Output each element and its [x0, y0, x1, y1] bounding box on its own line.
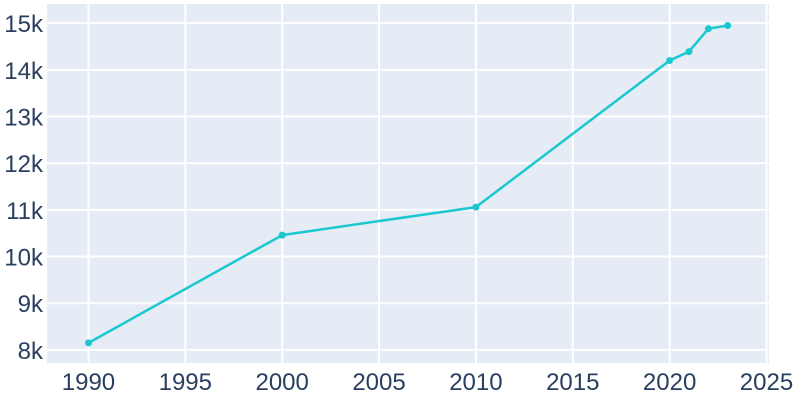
- x-tick-label: 2010: [449, 369, 502, 396]
- x-tick-label: 2000: [255, 369, 308, 396]
- data-point-marker[interactable]: [704, 25, 712, 33]
- data-point-marker[interactable]: [666, 57, 674, 64]
- x-tick-label: 2015: [546, 369, 599, 396]
- plot-area[interactable]: [47, 4, 769, 363]
- data-point-marker[interactable]: [278, 231, 286, 239]
- data-point-marker[interactable]: [85, 339, 92, 347]
- x-tick-label: 2005: [352, 369, 405, 396]
- y-tick-label: 8k: [18, 338, 44, 365]
- x-tick-label: 1990: [62, 369, 115, 396]
- y-tick-label: 9k: [18, 291, 44, 318]
- y-tick-label: 15k: [4, 11, 44, 38]
- y-tick-label: 12k: [4, 151, 44, 178]
- y-tick-label: 13k: [4, 105, 44, 132]
- x-tick-label: 2020: [643, 369, 696, 396]
- y-tick-label: 14k: [4, 58, 44, 85]
- y-tick-label: 11k: [6, 198, 44, 225]
- y-tick-label: 10k: [4, 245, 44, 272]
- data-point-marker[interactable]: [685, 48, 693, 56]
- x-tick-label: 2025: [740, 369, 793, 396]
- data-point-marker[interactable]: [472, 203, 480, 211]
- x-tick-label: 1995: [159, 369, 212, 396]
- data-point-marker[interactable]: [724, 22, 732, 29]
